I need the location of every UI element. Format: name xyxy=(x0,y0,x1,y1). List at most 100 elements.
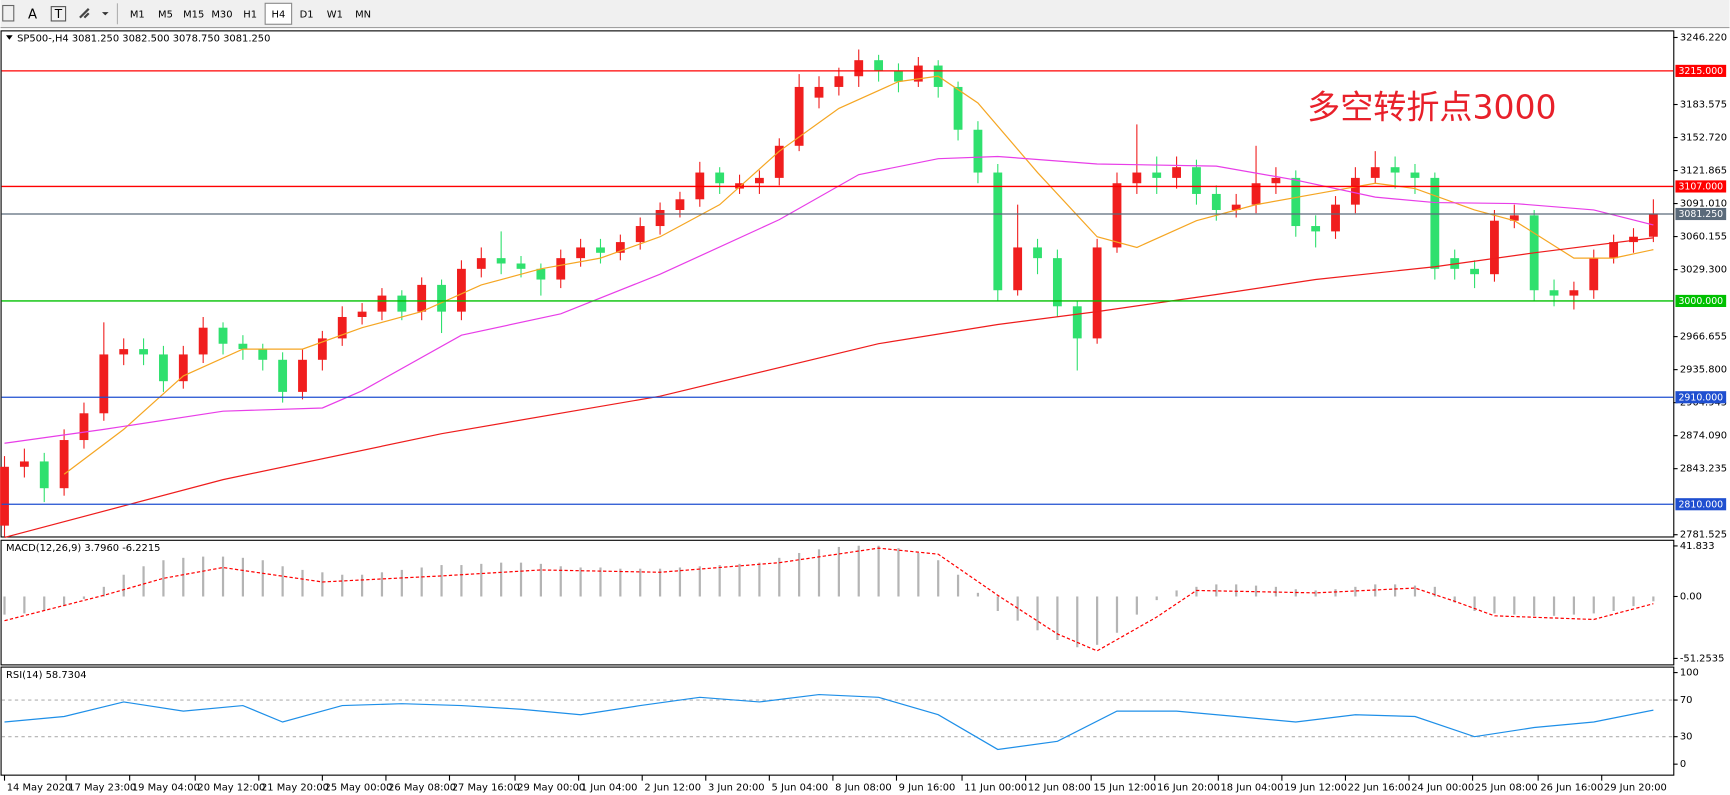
histogram-bar xyxy=(400,569,403,597)
histogram-bar xyxy=(480,563,483,597)
candle-body xyxy=(615,242,625,253)
dropdown-icon[interactable] xyxy=(101,12,109,16)
candle-body xyxy=(1152,172,1162,178)
candle-body xyxy=(536,268,546,280)
x-tick-label: 18 Jun 04:00 xyxy=(1221,782,1284,793)
timeframe-button[interactable]: M5 xyxy=(158,9,173,20)
y-tick-label: 0 xyxy=(1680,759,1686,770)
histogram-bar xyxy=(3,596,6,615)
x-tick-label: 22 Jun 16:00 xyxy=(1348,782,1411,793)
timeframe-button[interactable]: D1 xyxy=(300,9,314,20)
histogram-bar xyxy=(142,566,145,597)
histogram-bar xyxy=(301,569,304,597)
candle-body xyxy=(1410,172,1420,178)
x-tick-label: 17 May 23:00 xyxy=(68,782,136,793)
price-level-label: 3000.000 xyxy=(1678,296,1723,307)
histogram-bar xyxy=(956,574,960,597)
candle-body xyxy=(834,76,844,87)
histogram-bar xyxy=(1533,596,1536,616)
price-level-box xyxy=(1675,498,1727,511)
candle-body xyxy=(476,258,486,269)
histogram-bar xyxy=(519,562,523,597)
histogram-bar xyxy=(122,574,125,597)
candle-body xyxy=(894,70,903,82)
histogram-bar xyxy=(798,552,801,597)
timeframe-button[interactable]: W1 xyxy=(327,9,343,20)
histogram-bar xyxy=(1453,596,1456,603)
y-tick-label: 100 xyxy=(1680,668,1699,679)
candle-body xyxy=(79,413,89,441)
candle-body xyxy=(516,263,526,269)
moving-average xyxy=(4,237,1654,539)
timeframe-button[interactable]: M1 xyxy=(130,9,145,20)
text-tool[interactable]: T xyxy=(54,7,63,21)
candle-body xyxy=(1132,172,1142,184)
histogram-bar xyxy=(202,556,205,597)
shapes-icon[interactable] xyxy=(79,8,90,19)
y-tick-label: 3152.720 xyxy=(1680,133,1727,144)
font-tool[interactable]: A xyxy=(28,7,37,22)
candle-body xyxy=(596,247,605,253)
candle-body xyxy=(1390,167,1400,173)
candle-body xyxy=(655,209,665,227)
candle-body xyxy=(1251,183,1261,205)
pane-title: RSI(14) 58.7304 xyxy=(6,670,87,681)
y-tick-label: 30 xyxy=(1680,732,1693,743)
price-level-label: 3215.000 xyxy=(1678,66,1723,77)
candle-body xyxy=(258,349,268,360)
toolbar-icons: A T xyxy=(2,3,118,25)
candle-body xyxy=(973,129,983,173)
price-level-label: 2810.000 xyxy=(1678,499,1723,510)
x-tick-label: 12 Jun 08:00 xyxy=(1028,782,1091,793)
x-tick-label: 14 May 2020 xyxy=(7,782,72,793)
timeframe-button[interactable]: H1 xyxy=(243,9,257,20)
histogram-bar xyxy=(1076,596,1079,648)
timeframes: M1 M5 M15 M30 H1 H4 D1 W1 MN xyxy=(130,2,371,25)
x-tick-label: 26 Jun 16:00 xyxy=(1540,782,1603,793)
candle-body xyxy=(675,199,685,210)
candle-body xyxy=(1589,258,1599,291)
active-timeframe xyxy=(264,2,293,25)
timeframe-button[interactable]: M30 xyxy=(211,9,232,20)
candle-body xyxy=(814,86,824,98)
histogram-bar xyxy=(1314,590,1317,597)
candle-body xyxy=(99,354,109,414)
candle-body xyxy=(1092,247,1102,339)
histogram-bar xyxy=(639,568,642,597)
candle-body xyxy=(377,295,387,312)
candle-body xyxy=(1192,167,1201,194)
candle-body xyxy=(993,172,1003,291)
histogram-bar xyxy=(420,567,423,597)
histogram-bar xyxy=(380,572,384,597)
timeframe-button[interactable]: H4 xyxy=(272,9,286,20)
histogram-bar xyxy=(1215,584,1218,597)
candle-body xyxy=(298,359,307,392)
chart-area: 3246.220 3183.575 3152.720 3121.865 3091.010… xyxy=(0,30,1727,793)
histogram-bar xyxy=(579,567,582,597)
x-tick-label: 24 Jun 00:00 xyxy=(1411,782,1474,793)
candle-body xyxy=(119,349,129,355)
timeframe-button[interactable]: MN xyxy=(355,9,371,20)
histogram-bar xyxy=(1254,585,1258,597)
candle-body xyxy=(159,354,168,382)
y-tick-label: 2935.800 xyxy=(1680,365,1727,376)
x-tick-label: 2 Jun 12:00 xyxy=(644,782,701,793)
candle-body xyxy=(556,258,566,280)
pane-frame xyxy=(0,666,1675,776)
price-level-label: 3081.250 xyxy=(1678,209,1723,220)
y-tick-label: 2874.090 xyxy=(1680,431,1727,442)
histogram-bar xyxy=(43,596,46,611)
moving-average xyxy=(4,155,1654,444)
candle-body xyxy=(576,247,586,259)
text-tool-box[interactable] xyxy=(50,6,67,22)
histogram-bar xyxy=(1354,586,1357,597)
candle-body xyxy=(496,258,506,264)
timeframe-button[interactable]: M15 xyxy=(183,9,204,20)
y-tick-label: 3183.575 xyxy=(1680,100,1727,111)
x-tick-label: 25 Jun 08:00 xyxy=(1475,782,1538,793)
histogram-bar xyxy=(658,568,662,597)
price-level-box xyxy=(1675,294,1727,308)
price-level-label: 3107.000 xyxy=(1678,182,1723,193)
histogram-bar xyxy=(162,560,165,597)
